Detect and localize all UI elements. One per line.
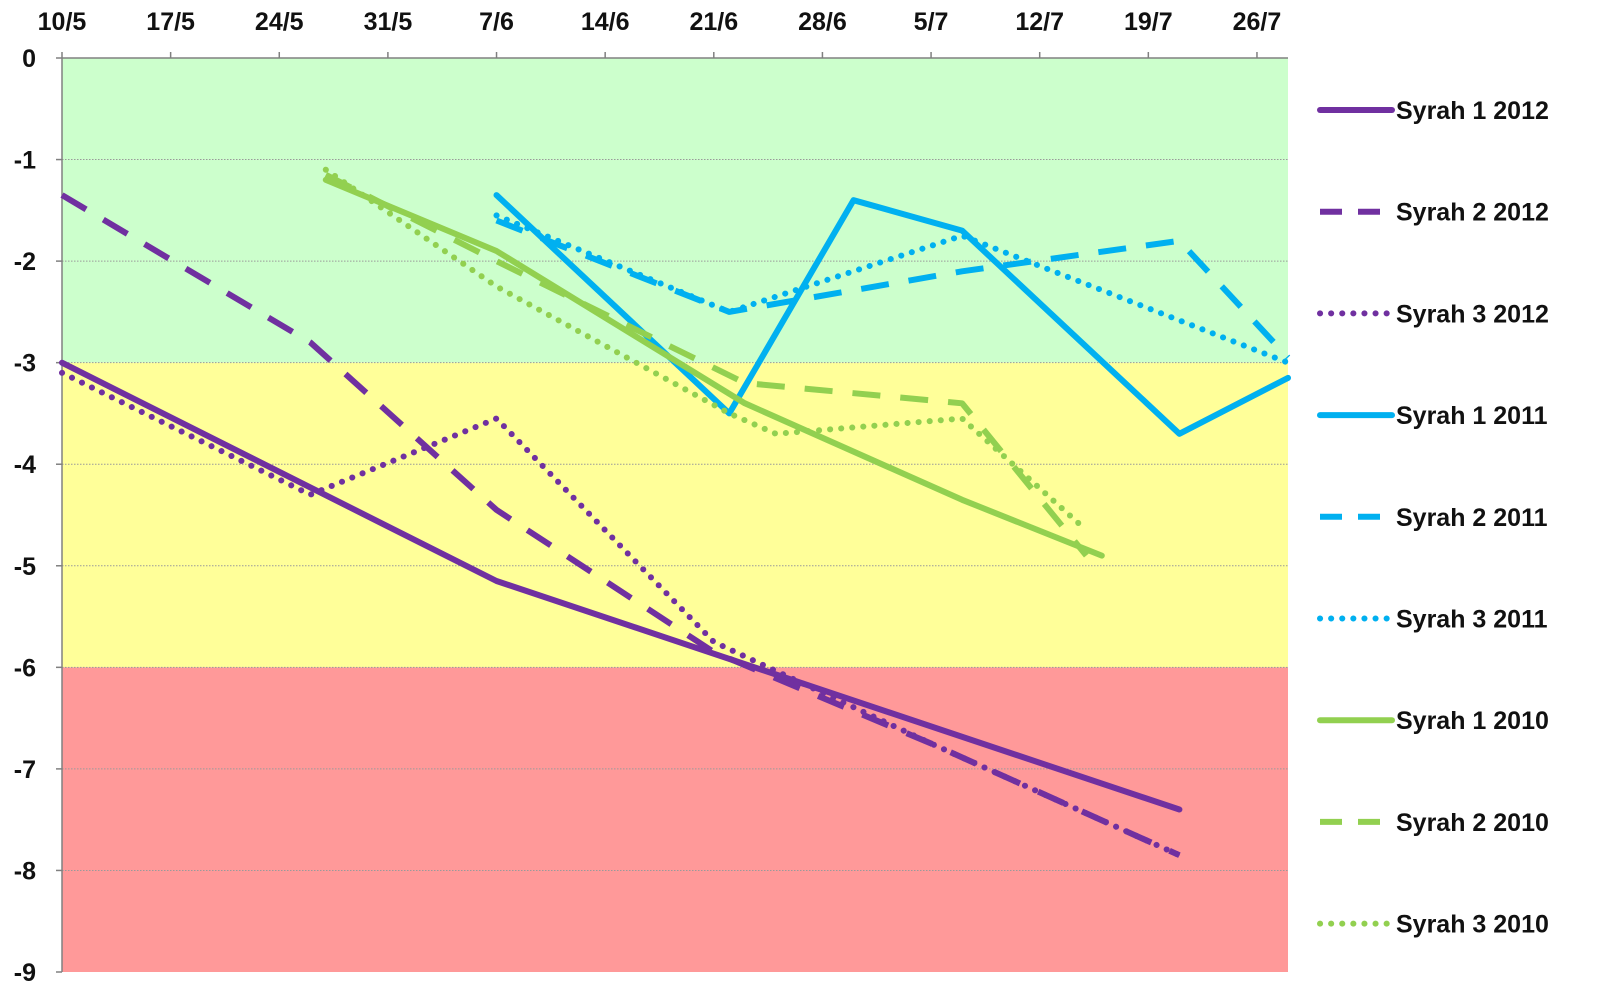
- legend-label: Syrah 1 2012: [1396, 97, 1549, 125]
- x-axis-ticks: 10/5 17/5 24/5 31/5 7/6 14/6 21/6 28/6 5/7 12/7 19…: [38, 8, 1282, 58]
- series-line-1: [59, 359, 1183, 813]
- y-tick-label: -9: [14, 959, 36, 987]
- legend-label: Syrah 3 2010: [1396, 911, 1549, 939]
- x-tick-label: 17/5: [146, 8, 195, 36]
- legend-label: Syrah 1 2011: [1396, 402, 1548, 430]
- series-line-9: [322, 166, 1090, 534]
- x-tick-label: 21/6: [689, 8, 738, 36]
- x-tick-label: 10/5: [38, 8, 87, 36]
- series-line-4: [493, 192, 1291, 437]
- series-line-6: [493, 212, 1291, 366]
- x-tick-label: 24/5: [255, 8, 304, 36]
- band-1: [62, 362, 1288, 668]
- x-tick-label: 28/6: [798, 8, 847, 36]
- legend-label: Syrah 2 2012: [1396, 199, 1549, 227]
- legend-label: Syrah 1 2010: [1396, 707, 1549, 735]
- y-tick-label: -2: [14, 248, 36, 276]
- series-lines: [59, 166, 1291, 859]
- series-line-3: [59, 369, 1183, 859]
- y-tick-label: -8: [14, 857, 36, 885]
- legend-label: Syrah 2 2010: [1396, 809, 1549, 837]
- x-tick-label: 7/6: [479, 8, 514, 36]
- y-tick-label: -1: [14, 147, 36, 175]
- x-tick-label: 14/6: [581, 8, 630, 36]
- legend-label: Syrah 3 2011: [1396, 606, 1548, 634]
- band-2: [62, 667, 1288, 972]
- x-tick-label: 19/7: [1124, 8, 1173, 36]
- x-tick-label: 12/7: [1015, 8, 1064, 36]
- x-tick-label: 31/5: [364, 8, 413, 36]
- y-tick-label: -5: [14, 553, 36, 581]
- axes: [61, 57, 1288, 972]
- y-tick-label: -3: [14, 350, 36, 378]
- band-0: [62, 58, 1288, 363]
- series-line-7: [322, 176, 1105, 559]
- y-tick-label: -7: [14, 756, 36, 784]
- x-tick-label: 26/7: [1233, 8, 1282, 36]
- legend: Syrah 1 2012 Syrah 2 2012 Syrah 3 2012 Syra…: [1317, 97, 1549, 939]
- legend-label: Syrah 2 2011: [1396, 504, 1548, 532]
- y-tick-label: -4: [14, 451, 36, 479]
- y-tick-label: 0: [22, 45, 36, 73]
- y-axis-ticks: 0 -1 -2 -3 -4 -5 -6 -7 -8 -9: [14, 45, 62, 987]
- legend-label: Syrah 3 2012: [1396, 300, 1549, 328]
- threshold-bands: [62, 58, 1288, 972]
- y-tick-label: -6: [14, 654, 36, 682]
- x-tick-label: 5/7: [914, 8, 949, 36]
